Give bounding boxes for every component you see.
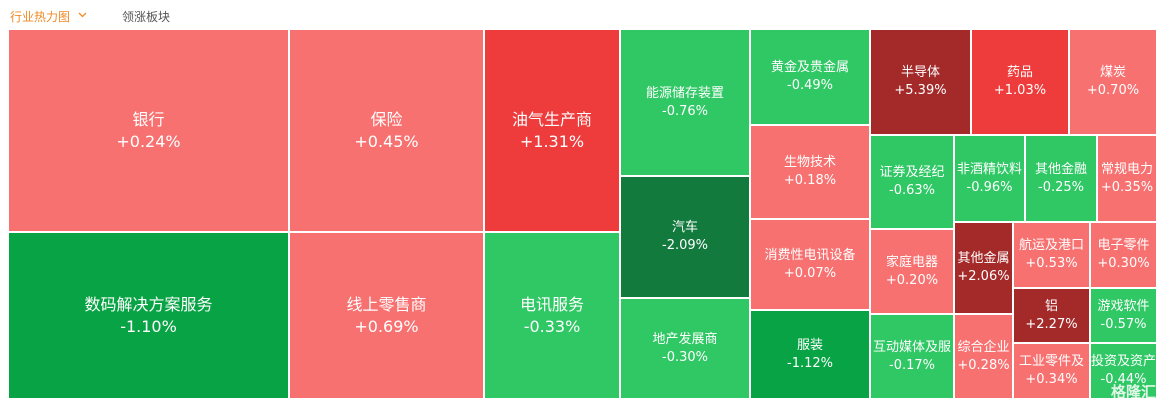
tile-change: -0.76% [662,103,708,119]
tile-name: 非酒精饮料 [956,161,1022,177]
tile-change: -0.44% [1100,372,1147,387]
tile-name: 铝 [1044,298,1058,314]
tile-name: 家庭电器 [885,254,938,270]
tile[interactable]: 地产发展商 -0.30% [620,298,750,399]
tile-name: 证券及经纪 [879,165,945,181]
tile[interactable]: 能源储存装置 -0.76% [620,29,750,176]
tile[interactable]: 油气生产商 +1.31% [484,29,620,232]
tile-change: +2.27% [1025,316,1078,332]
tile-change: +2.06% [957,269,1010,284]
tile-change: +0.45% [354,131,419,151]
tile-change: -0.57% [1100,316,1147,332]
tile-change: +0.30% [1097,256,1150,271]
tile[interactable]: 银行 +0.24% [8,29,289,232]
tile-change: +0.70% [1086,83,1140,98]
tile[interactable]: 电子零件 +0.30% [1090,222,1157,288]
tile-name: 投资及资产 [1091,354,1157,370]
tile[interactable]: 铝 +2.27% [1013,288,1090,343]
tile-change: +0.28% [957,357,1010,373]
tile-name: 地产发展商 [652,331,718,347]
tile-name: 汽车 [671,220,698,236]
tile-change: +0.34% [1025,372,1078,387]
tile-change: -0.49% [787,78,833,93]
tile-change: +0.07% [783,265,837,281]
tile-change: +0.24% [116,131,181,151]
tile[interactable]: 生物技术 +0.18% [750,125,870,219]
tile-name: 黄金及贵金属 [770,60,849,76]
tile-name: 线上零售商 [346,294,427,314]
tile-name: 互动媒体及服 [872,339,951,355]
tile-change: -2.09% [662,238,708,253]
tile-change: -0.25% [1038,179,1084,195]
tile-name: 银行 [132,109,165,129]
tile-name: 保险 [370,109,403,129]
tile-name: 煤炭 [1099,65,1126,81]
tile-name: 半导体 [900,65,940,81]
tile-name: 工业零件及 [1018,354,1084,370]
tile-name: 电子零件 [1097,238,1150,254]
tab[interactable]: 领涨板块 [122,10,171,24]
tab-active[interactable]: 行业热力图 [10,10,71,24]
tile-change: +1.03% [993,83,1047,98]
tile[interactable]: 药品 +1.03% [971,29,1069,135]
tile[interactable]: 综合企业 +0.28% [954,314,1013,399]
tile-change: -0.30% [662,349,708,365]
tile-name: 生物技术 [783,155,836,171]
tile-name: 数码解决方案服务 [84,294,213,314]
tile-name: 电讯服务 [519,294,584,314]
tile[interactable]: 黄金及贵金属 -0.49% [750,29,870,125]
tile[interactable]: 家庭电器 +0.20% [870,229,954,314]
tile[interactable]: 投资及资产 -0.44% [1090,343,1157,399]
tile-name: 服装 [796,337,823,353]
tile-name: 油气生产商 [511,109,592,129]
tile-change: -0.96% [966,179,1013,195]
tile-name: 药品 [1006,65,1033,81]
chevron[interactable] [78,12,87,18]
tile-change: -1.10% [120,316,177,336]
tile[interactable]: 数码解决方案服务 -1.10% [8,232,289,399]
tile[interactable]: 航运及港口 +0.53% [1013,222,1090,288]
tile[interactable]: 常规电力 +0.35% [1097,135,1157,222]
tile-change: -0.33% [523,316,581,336]
tile[interactable]: 保险 +0.45% [289,29,484,232]
watermark: 格隆汇 [1110,383,1156,401]
tile-name: 航运及港口 [1018,238,1084,254]
tile-name: 游戏软件 [1097,298,1150,314]
tile[interactable]: 互动媒体及服 -0.17% [870,314,954,399]
tile-name: 其他金属 [957,251,1010,267]
tile[interactable]: 电讯服务 -0.33% [484,232,620,399]
tile[interactable]: 其他金属 +2.06% [954,222,1013,314]
tile-change: -1.12% [787,355,833,371]
tile[interactable]: 证券及经纪 -0.63% [870,135,954,229]
tile[interactable]: 游戏软件 -0.57% [1090,288,1157,343]
tile[interactable]: 服装 -1.12% [750,310,870,399]
tile-name: 常规电力 [1100,161,1153,177]
tile-change: +0.20% [885,272,939,288]
tile[interactable]: 汽车 -2.09% [620,176,750,298]
tile-change: -0.63% [889,183,935,198]
tile-change: -0.17% [889,357,935,373]
tile-change: +0.69% [354,316,419,336]
tile[interactable]: 消费性电讯设备 +0.07% [750,219,870,310]
tile-name: 能源储存装置 [645,85,724,101]
tile-name: 消费性电讯设备 [764,247,856,263]
tile-change: +0.53% [1025,256,1078,271]
tile-name: 其他金融 [1034,161,1087,177]
tile[interactable]: 煤炭 +0.70% [1069,29,1157,135]
tile-change: +1.31% [519,131,585,151]
tile-name: 综合企业 [957,339,1010,355]
tile-change: +0.35% [1100,179,1154,195]
tile[interactable]: 工业零件及 +0.34% [1013,343,1090,399]
tile[interactable]: 非酒精饮料 -0.96% [954,135,1025,222]
tile[interactable]: 线上零售商 +0.69% [289,232,484,399]
tile-change: +0.18% [783,173,837,188]
tile[interactable]: 半导体 +5.39% [870,29,971,135]
tile[interactable]: 其他金融 -0.25% [1025,135,1097,222]
tile-change: +5.39% [894,83,947,98]
